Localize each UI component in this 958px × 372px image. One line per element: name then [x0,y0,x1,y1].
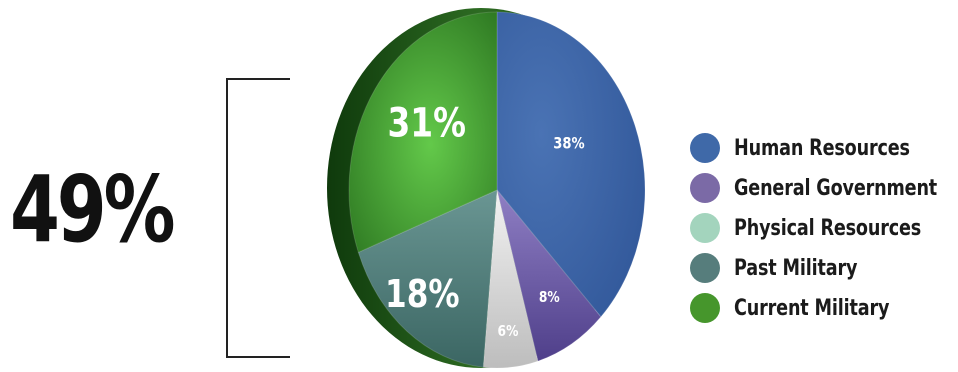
pie-slice-past-military [357,189,498,368]
pie-slice-general-government [496,189,602,362]
legend-item: Human Resources [690,128,958,168]
pie-label-past-military: 18% [385,273,460,317]
legend: Human Resources General Government Physica… [690,128,958,328]
legend-item: Past Military [690,248,958,288]
legend-label: Physical Resources [734,215,922,241]
legend-swatch [690,133,720,163]
pie-label-physical-resources: 6% [498,323,519,340]
pie-slice-human-resources [496,11,646,318]
legend-label: Past Military [734,255,858,281]
legend-swatch [690,213,720,243]
legend-label: General Government [734,175,938,201]
legend-label: Current Military [734,295,890,321]
legend-item: Physical Resources [690,208,958,248]
pie-label-current-military: 31% [387,99,465,146]
pie-slice-physical-resources [482,189,539,369]
legend-swatch [690,293,720,323]
pie-label-general-government: 8% [539,289,560,306]
pie-slice-current-military [348,11,498,254]
legend-label: Human Resources [734,135,910,161]
military-bracket [226,78,290,358]
legend-item: General Government [690,168,958,208]
legend-swatch [690,253,720,283]
pie-label-human-resources: 38% [553,134,585,153]
legend-swatch [690,173,720,203]
combined-military-percentage: 49% [10,156,176,263]
legend-item: Current Military [690,288,958,328]
